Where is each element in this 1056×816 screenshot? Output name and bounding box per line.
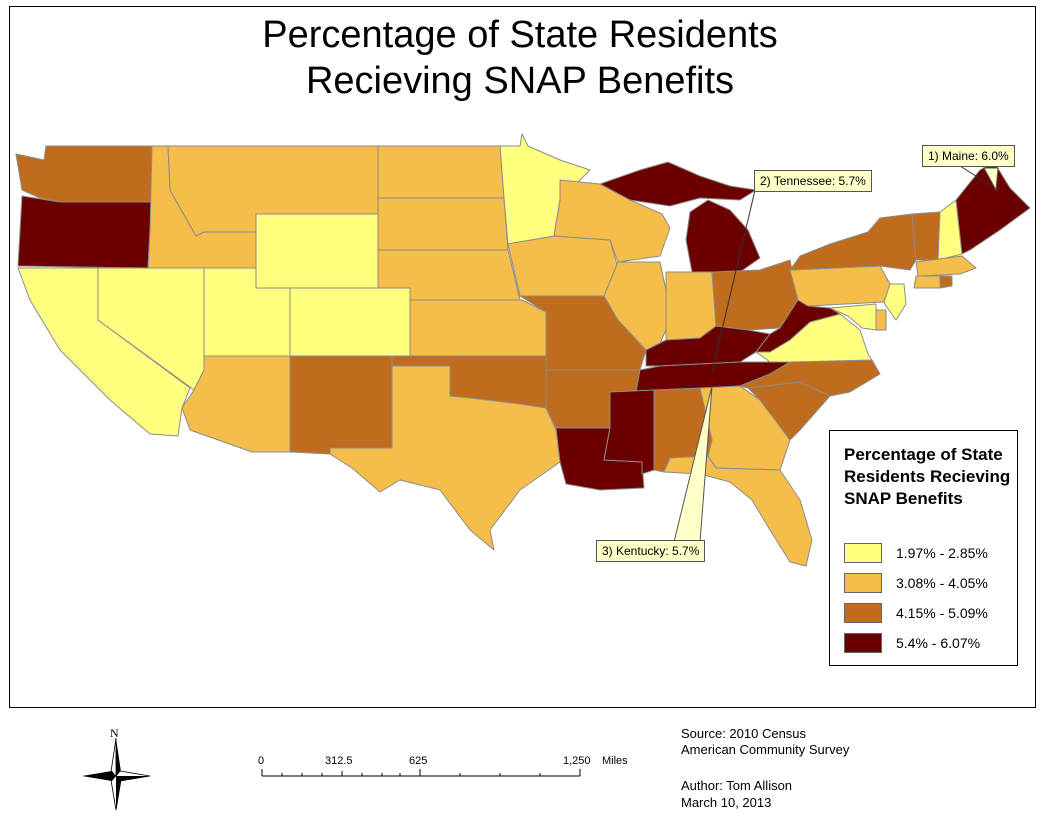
state-rhode-island[interactable] bbox=[939, 275, 953, 289]
callout-kentucky: 3) Kentucky: 5.7% bbox=[596, 540, 706, 562]
legend-label: 1.97% - 2.85% bbox=[896, 545, 988, 561]
legend-label: 3.08% - 4.05% bbox=[896, 575, 988, 591]
state-maryland[interactable] bbox=[829, 303, 877, 331]
state-texas[interactable] bbox=[329, 365, 561, 551]
state-oregon[interactable] bbox=[17, 195, 153, 269]
scale-tick-625: 625 bbox=[409, 755, 428, 767]
scale-tick-0: 0 bbox=[258, 755, 265, 767]
legend-title: Percentage of State Residents Recieving … bbox=[844, 445, 1011, 508]
state-iowa[interactable] bbox=[507, 235, 619, 297]
state-minnesota[interactable] bbox=[499, 133, 591, 245]
callout-tennessee: 2) Tennessee: 5.7% bbox=[754, 170, 872, 192]
legend-swatch bbox=[844, 573, 882, 593]
legend-label: 4.15% - 5.09% bbox=[896, 605, 988, 621]
state-vermont[interactable] bbox=[911, 211, 941, 261]
scale-tick-1250: 1,250 bbox=[563, 755, 591, 767]
state-south-dakota[interactable] bbox=[377, 197, 509, 251]
state-new-jersey[interactable] bbox=[883, 283, 907, 321]
state-connecticut[interactable] bbox=[913, 275, 941, 289]
legend-swatch bbox=[844, 633, 882, 653]
legend-label: 5.4% - 6.07% bbox=[896, 635, 981, 651]
state-north-dakota[interactable] bbox=[377, 145, 505, 199]
maine-callout-pointer bbox=[983, 167, 999, 192]
author-line: Author: Tom Allison bbox=[681, 778, 793, 793]
state-florida[interactable] bbox=[663, 455, 813, 567]
scale-tick-312: 312.5 bbox=[325, 755, 353, 767]
source-line-1: Source: 2010 Census bbox=[681, 726, 807, 741]
legend: Percentage of State Residents Recieving … bbox=[829, 430, 1018, 666]
source-line-2: American Community Survey bbox=[681, 742, 850, 757]
state-pennsylvania[interactable] bbox=[789, 265, 891, 307]
state-colorado[interactable] bbox=[289, 287, 411, 357]
state-washington[interactable] bbox=[15, 145, 153, 203]
title-line-1: Percentage of State Residents bbox=[262, 14, 778, 56]
state-massachusetts[interactable] bbox=[915, 255, 977, 277]
state-new-mexico[interactable] bbox=[289, 355, 393, 455]
north-label: N bbox=[110, 726, 119, 740]
north-arrow bbox=[82, 737, 151, 811]
map-title: Percentage of State Residents Recieving … bbox=[0, 12, 1040, 104]
state-michigan-lower[interactable] bbox=[685, 199, 761, 273]
legend-swatch bbox=[844, 603, 882, 623]
state-wyoming[interactable] bbox=[255, 213, 379, 289]
title-line-2: Recieving SNAP Benefits bbox=[305, 60, 735, 102]
state-north-carolina[interactable] bbox=[739, 359, 881, 397]
legend-swatch bbox=[844, 543, 882, 563]
tennessee-leader-line bbox=[711, 185, 757, 373]
scale-unit: Miles bbox=[602, 755, 628, 767]
date-line: March 10, 2013 bbox=[681, 795, 772, 810]
state-delaware[interactable] bbox=[875, 309, 887, 331]
state-new-york[interactable] bbox=[789, 213, 917, 271]
state-kansas[interactable] bbox=[409, 299, 547, 357]
maine-leader-line bbox=[959, 165, 991, 186]
state-indiana[interactable] bbox=[665, 271, 717, 341]
scale-bar bbox=[261, 769, 581, 777]
callout-maine: 1) Maine: 6.0% bbox=[922, 145, 1015, 167]
state-maine[interactable] bbox=[955, 161, 1031, 255]
